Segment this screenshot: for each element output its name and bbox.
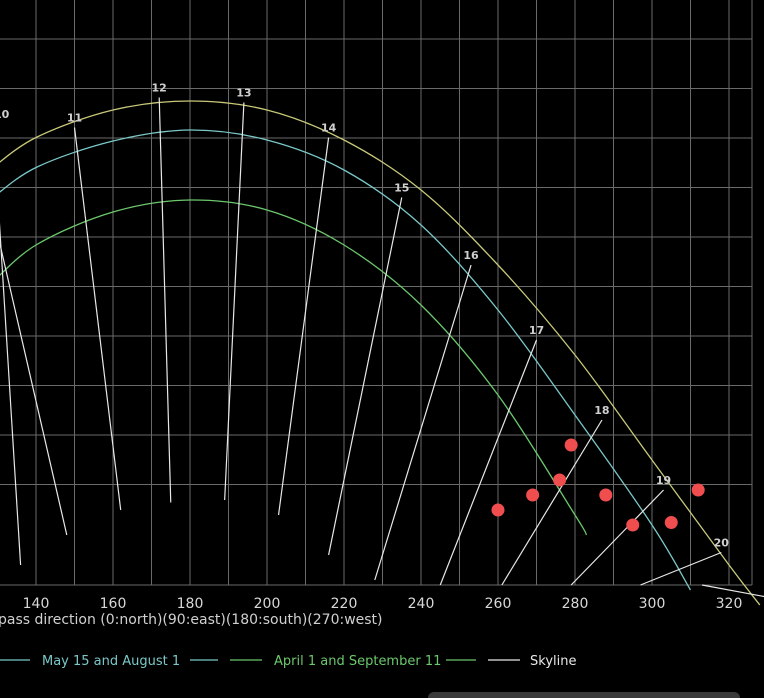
legend: May 15 and August 1 April 1 and September… [0,654,576,669]
sun-path-series-2 [0,199,588,536]
hour-line [501,419,603,586]
bottom-sheet-handle[interactable] [428,692,740,698]
skyline-point [553,473,567,487]
hour-label: 18 [594,404,609,417]
hour-label: 19 [656,474,671,487]
hour-line [570,489,664,586]
x-tick-label: 200 [254,596,281,612]
hour-line [374,264,472,581]
x-tick-label: 280 [562,596,589,612]
skyline-points [491,438,705,532]
hour-line [224,102,245,501]
x-tick-label: 220 [331,596,358,612]
hour-line [0,241,68,536]
hour-label: 13 [236,87,251,100]
skyline-point [526,488,540,502]
hour-line [0,222,22,566]
hour-label: 17 [529,324,544,337]
hour-label: 20 [714,537,730,550]
x-tick-label: 140 [23,596,50,612]
skyline-point [691,483,705,497]
skyline-point [491,503,505,517]
x-tick-label: 320 [716,596,743,612]
hour-label: 15 [394,182,409,195]
hour-lines: 111213141516171819202110 [0,82,764,598]
x-tick-label: 260 [485,596,512,612]
skyline-point [626,518,640,532]
sun-path-series-1 [0,129,692,591]
x-tick-label: 240 [408,596,435,612]
hour-line [73,127,122,511]
hour-line [328,197,403,556]
hour-line [640,551,722,586]
x-axis-ticks: 140 160 180 200 220 240 260 280 300 320 [23,596,743,612]
sun-path-series-0 [0,100,761,606]
x-axis-label: pass direction (0:north)(90:east)(180:so… [0,612,383,628]
legend-label: May 15 and August 1 [42,654,180,669]
sun-path-curves [0,100,761,606]
hour-label: 14 [321,122,337,135]
x-tick-label: 180 [177,596,204,612]
hour-label: 12 [152,82,167,95]
legend-label: Skyline [530,654,576,669]
x-tick-label: 160 [100,596,127,612]
skyline-point [599,488,613,502]
hour-line [277,137,330,516]
legend-label: April 1 and September 11 [274,654,441,669]
grid [0,0,753,586]
skyline-point [664,516,678,529]
hour-label-clipped: 10 [0,108,10,121]
hour-line [158,97,172,503]
hour-line [701,584,764,598]
hour-label: 11 [67,112,82,125]
hour-label: 16 [463,249,479,262]
hour-line [439,339,538,586]
x-tick-label: 300 [639,596,666,612]
skyline-point [564,438,578,452]
